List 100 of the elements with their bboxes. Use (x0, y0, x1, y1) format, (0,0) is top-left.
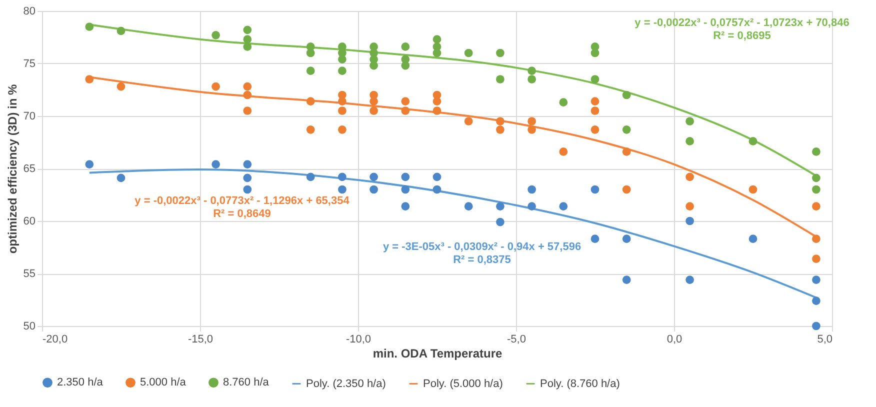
point (528, 117, 536, 126)
point (243, 42, 252, 51)
point (812, 254, 820, 263)
point (748, 185, 758, 194)
point (528, 185, 536, 194)
point (528, 202, 536, 210)
point (748, 137, 758, 146)
point (243, 26, 252, 34)
point (401, 202, 410, 210)
y-tick-label: 75 (23, 58, 36, 70)
point (590, 106, 600, 115)
annotation: y = -0,0022x³ - 0,0773x² - 1,1296x + 65,354 (134, 195, 350, 207)
point (116, 26, 126, 36)
point (370, 97, 378, 106)
point (116, 82, 126, 91)
y-tick-label: 80 (23, 6, 36, 18)
point (686, 276, 694, 284)
point (496, 117, 504, 126)
point (528, 66, 536, 76)
y-tick-label: 70 (23, 110, 36, 122)
x-tick-label: -5,0 (507, 334, 526, 346)
point (370, 185, 378, 194)
y-tick-label: 50 (23, 320, 36, 332)
point (432, 106, 442, 115)
point (432, 35, 442, 44)
point (812, 296, 820, 305)
point (116, 174, 126, 182)
point (306, 172, 315, 182)
point (370, 172, 378, 182)
legend-label: Poly. (5.000 h/a) (423, 378, 503, 390)
point (85, 22, 94, 31)
x-tick-label: -15,0 (188, 334, 214, 346)
y-tick-label: 60 (23, 216, 36, 228)
point (370, 106, 378, 115)
point (812, 148, 820, 156)
annotation: y = -3E-05x³ - 0,0309x² - 0,94x + 57,596 (382, 241, 582, 253)
point (622, 90, 631, 100)
point (464, 48, 473, 58)
point (432, 172, 442, 182)
point (338, 106, 346, 115)
point (306, 48, 315, 58)
point (590, 185, 600, 194)
point (338, 55, 346, 64)
y-axis-title: optimized efficiency (3D) in % (5, 84, 20, 254)
point (243, 82, 252, 91)
point (686, 216, 694, 226)
annotation: R² = 0,8695 (713, 30, 771, 42)
point (812, 234, 820, 244)
point (464, 117, 473, 126)
point (243, 35, 252, 44)
point (212, 160, 220, 168)
point (243, 90, 252, 100)
x-axis-title: min. ODA Temperature (372, 346, 503, 360)
point (338, 185, 346, 194)
point (306, 125, 315, 134)
point (528, 125, 536, 134)
point (338, 172, 346, 182)
point (622, 276, 631, 284)
x-tick-label: -20,0 (42, 334, 68, 346)
point (812, 202, 820, 210)
point (622, 148, 631, 156)
point (338, 97, 346, 106)
legend-label: Poly. (2.350 h/a) (306, 378, 386, 390)
point (85, 75, 94, 84)
point (432, 48, 442, 58)
point (338, 66, 346, 76)
point (559, 98, 568, 107)
x-tick-label: -10,0 (346, 334, 372, 346)
point (243, 174, 252, 182)
point (686, 137, 694, 146)
point (812, 185, 820, 194)
point (622, 234, 631, 244)
point (590, 75, 600, 84)
point (622, 185, 631, 194)
annotation: y = -0,0022x³ - 0,0757x² - 1,0723x + 70,846 (634, 17, 850, 29)
point (306, 66, 315, 76)
point (559, 202, 568, 210)
point (401, 172, 410, 182)
point (686, 172, 694, 182)
point (306, 97, 315, 106)
point (590, 48, 600, 58)
point (748, 234, 758, 244)
annotation: R² = 0,8375 (453, 254, 511, 266)
point (812, 174, 820, 182)
point (496, 48, 504, 58)
point (432, 97, 442, 106)
point (622, 125, 631, 134)
x-tick-label: 0,0 (666, 334, 682, 346)
point (812, 322, 820, 330)
y-tick-label: 55 (23, 268, 36, 280)
point (212, 82, 220, 91)
legend-label: 5.000 h/a (140, 376, 187, 389)
point (590, 97, 600, 106)
point (243, 106, 252, 115)
point (590, 234, 600, 244)
point (528, 75, 536, 84)
point (496, 202, 504, 210)
point (590, 125, 600, 134)
x-tick-label: 5,0 (817, 334, 832, 346)
point (401, 185, 410, 194)
